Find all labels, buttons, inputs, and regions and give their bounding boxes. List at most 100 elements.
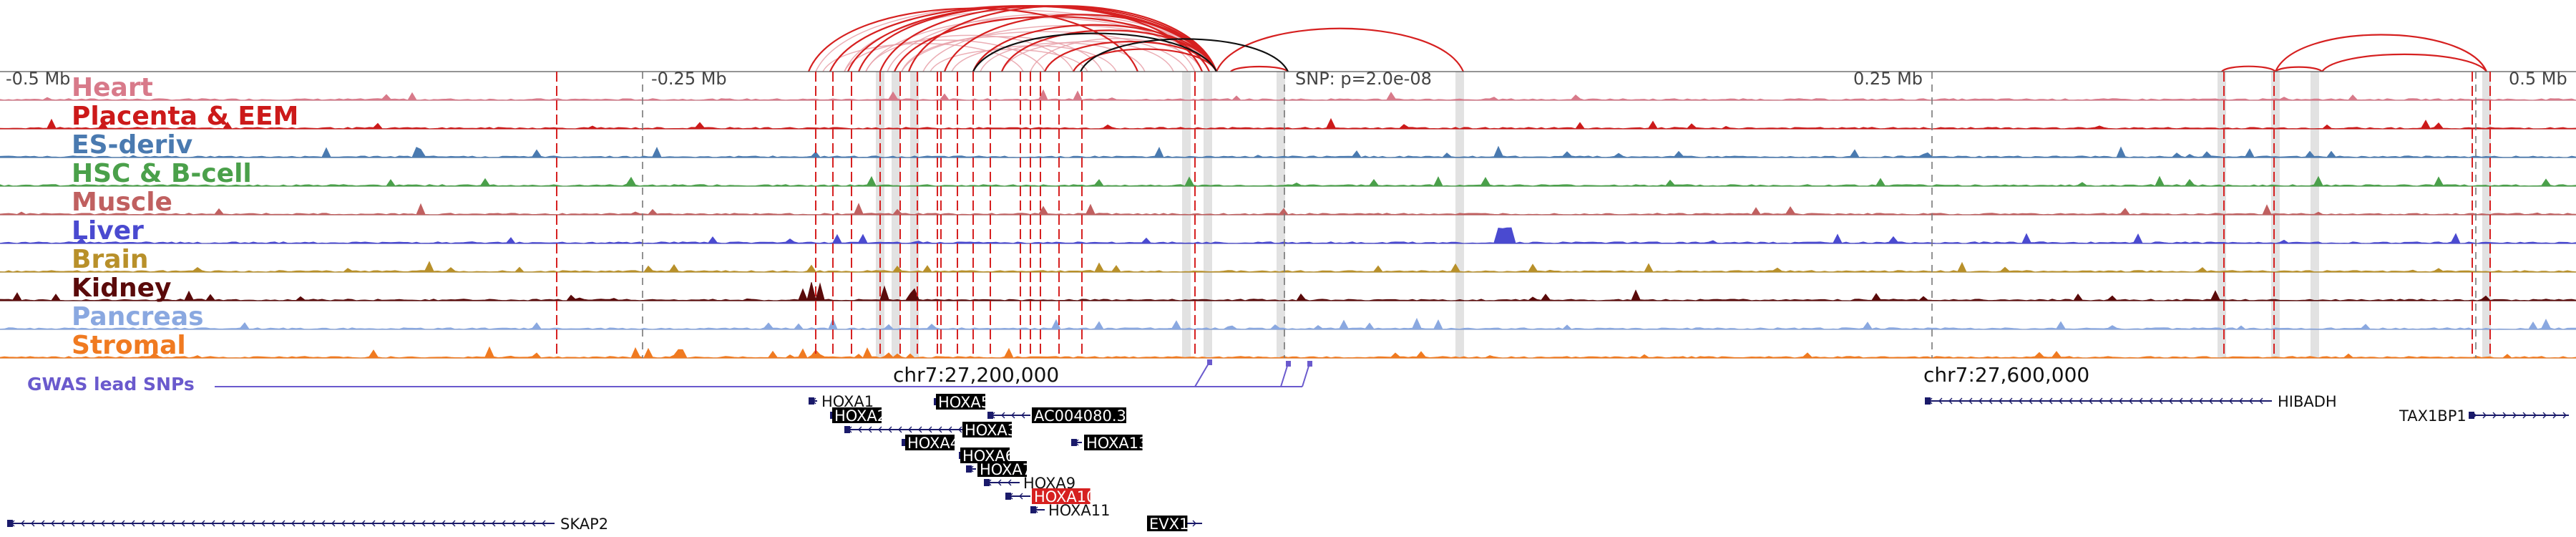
- gene-strand-chevron: [1011, 412, 1015, 419]
- coord-left: chr7:27,200,000: [893, 363, 1059, 387]
- interaction-arc: [2275, 66, 2323, 72]
- gene-strand-chevron: [171, 520, 175, 527]
- gwas-snp-marker: [1307, 361, 1312, 367]
- gene-label: HOXA4: [907, 435, 960, 452]
- gene-strand-chevron: [1938, 397, 1943, 405]
- gene-strand-chevron: [958, 426, 962, 433]
- gene-label: TAX1BP1: [2399, 407, 2467, 425]
- gene-strand-chevron: [1948, 397, 1953, 405]
- interaction-arc: [1001, 41, 1174, 72]
- gene-strand-chevron: [2169, 397, 2173, 405]
- gene-exon: [1005, 493, 1011, 500]
- gene-strand-chevron: [1001, 412, 1005, 419]
- gene-strand-chevron: [381, 520, 386, 527]
- gene-strand-chevron: [2532, 412, 2537, 419]
- gene-label-box: [832, 407, 882, 423]
- scale-right-label: 0.5 Mb: [2509, 69, 2567, 89]
- scale-minus025-label: -0.25 Mb: [651, 69, 727, 89]
- gene-strand-chevron: [151, 520, 155, 527]
- track-signal: [0, 145, 2576, 158]
- track-signal: [0, 89, 2576, 101]
- track-label: Placenta & EEM: [72, 102, 298, 131]
- gene-strand-chevron: [341, 520, 346, 527]
- gene-strand-chevron: [391, 520, 396, 527]
- gene-strand-chevron: [2049, 397, 2053, 405]
- gene-label: HOXA10: [1034, 488, 1096, 505]
- scale-plus025-label: 0.25 Mb: [1853, 69, 1923, 89]
- gwas-snp-tick: [1194, 362, 1210, 387]
- interaction-arc: [1080, 38, 1289, 72]
- gene-strand-chevron: [1989, 397, 1993, 405]
- interaction-arc: [1215, 27, 1465, 72]
- gene-label: HOXA3: [965, 422, 1017, 439]
- gene-strand-chevron: [452, 520, 456, 527]
- gene-strand-chevron: [311, 520, 316, 527]
- gene-label: HOXA2: [834, 407, 887, 425]
- gene-strand-chevron: [482, 520, 486, 527]
- gene-label: HOXA5: [938, 394, 990, 411]
- gene-strand-chevron: [938, 426, 942, 433]
- gene-strand-chevron: [291, 520, 296, 527]
- gene-strand-chevron: [2512, 412, 2517, 419]
- gene-strand-chevron: [858, 426, 862, 433]
- gene-strand-chevron: [2069, 397, 2073, 405]
- track-signal: [0, 261, 2576, 273]
- gene-strand-chevron: [868, 426, 872, 433]
- track-label: Brain: [72, 245, 148, 274]
- gwas-track: GWAS lead SNPs: [27, 359, 1312, 395]
- gene-strand-chevron: [2139, 397, 2143, 405]
- interaction-arc: [807, 7, 1139, 72]
- gwas-label: GWAS lead SNPs: [27, 374, 195, 395]
- gene-strand-chevron: [1019, 493, 1023, 500]
- interaction-arc: [951, 45, 1117, 72]
- interaction-arc: [930, 49, 1088, 72]
- gene-strand-chevron: [2552, 412, 2557, 419]
- gene-strand-chevron: [1999, 397, 2003, 405]
- gene-label-box: [1147, 516, 1188, 531]
- track-label: Kidney: [72, 274, 172, 303]
- gene-strand-chevron: [271, 520, 275, 527]
- gene-strand-chevron: [131, 520, 135, 527]
- gene-strand-chevron: [101, 520, 105, 527]
- gene-exon: [844, 426, 850, 433]
- track-signal: [0, 175, 2576, 187]
- gene-strand-chevron: [1192, 520, 1196, 527]
- interaction-arc: [907, 5, 1218, 72]
- gene-strand-chevron: [2119, 397, 2123, 405]
- gene-strand-chevron: [918, 426, 922, 433]
- gene-label: HOXA13: [1086, 435, 1148, 452]
- gene-label: SKAP2: [560, 516, 608, 533]
- gene-strand-chevron: [41, 520, 45, 527]
- interaction-arc: [893, 16, 1211, 72]
- gene-exon: [1925, 397, 1931, 405]
- gene-label-box: [1032, 488, 1091, 504]
- gene-strand-chevron: [371, 520, 376, 527]
- interaction-arc: [972, 24, 1218, 72]
- gene-strand-chevron: [351, 520, 356, 527]
- gene-strand-chevron: [411, 520, 416, 527]
- gwas-snp-tick: [1302, 363, 1310, 387]
- scale-bar: -0.5 Mb -0.25 Mb SNP: p=2.0e-08 0.25 Mb …: [6, 69, 2567, 89]
- gene-strand-chevron: [908, 426, 912, 433]
- gene-strand-chevron: [321, 520, 326, 527]
- gene-strand-chevron: [2079, 397, 2083, 405]
- gene-strand-chevron: [331, 520, 336, 527]
- gene-strand-chevron: [441, 520, 446, 527]
- gene-strand-chevron: [2229, 397, 2233, 405]
- gene-strand-chevron: [251, 520, 255, 527]
- gene-strand-chevron: [898, 426, 902, 433]
- gene-label-box: [977, 461, 1027, 477]
- gene-strand-chevron: [512, 520, 516, 527]
- interaction-arc: [2221, 65, 2276, 72]
- track-signal: [0, 227, 2576, 244]
- gene-strand-chevron: [211, 520, 215, 527]
- gene-exon: [966, 465, 972, 473]
- gwas-snp-tick: [1280, 363, 1289, 387]
- track-label: Stromal: [72, 331, 186, 360]
- gene-label-box: [960, 448, 1010, 463]
- gene-strand-chevron: [221, 520, 225, 527]
- gene-strand-chevron: [2259, 397, 2263, 405]
- gene-exon: [984, 479, 990, 486]
